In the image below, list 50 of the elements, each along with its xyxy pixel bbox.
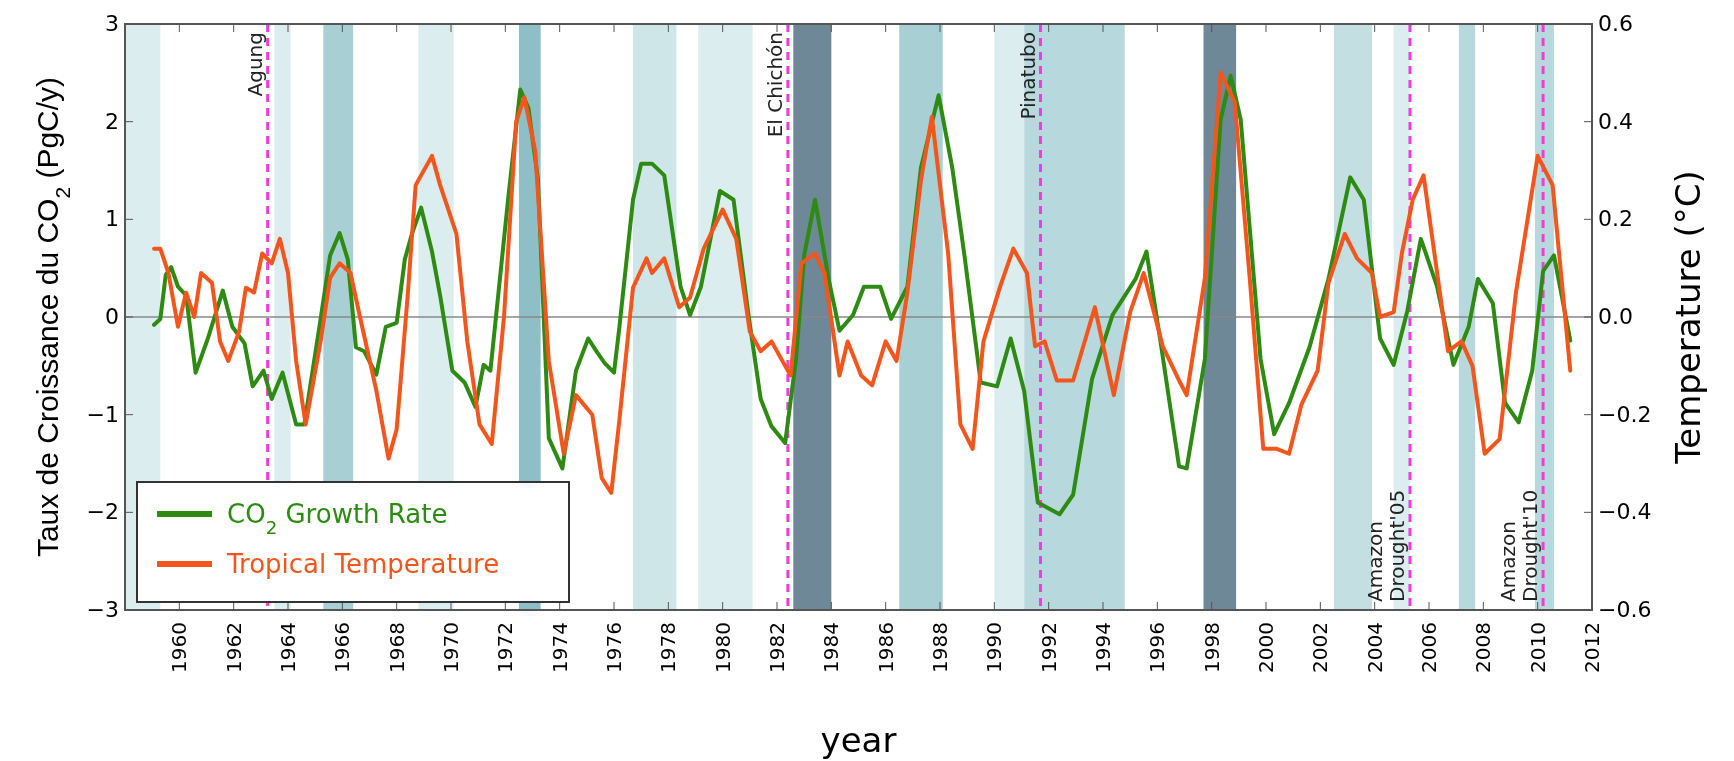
x-tick-label: 1986 [873, 622, 898, 673]
y2-tick-label: −0.6 [1598, 597, 1652, 622]
x-tick-label: 2004 [1362, 622, 1387, 673]
y2-tick-label: −0.2 [1598, 401, 1652, 427]
x-tick-label: 2006 [1417, 622, 1441, 673]
y2-axis-title: Temperature (°C) [1668, 170, 1708, 465]
x-axis-title: year [820, 720, 897, 760]
x-tick-label: 1966 [330, 622, 355, 673]
text: Tropical Temperature [226, 549, 500, 579]
text: CO$_{2}$ Growth Rate [227, 499, 448, 538]
ref-line-label: Amazon Drought'10 [1496, 489, 1543, 602]
x-tick-label: 2012 [1580, 622, 1604, 673]
y2-tick-label: −0.4 [1598, 499, 1652, 525]
y-tick-label: 1 [105, 206, 119, 232]
x-tick-label: 1984 [819, 622, 844, 673]
x-tick-label: 1962 [221, 622, 246, 673]
y2-tick-label: 0.4 [1598, 108, 1633, 134]
ref-line-label: Amazon Drought'05 [1362, 489, 1409, 602]
x-tick-label: 1998 [1199, 622, 1224, 673]
x-tick-label: 2000 [1254, 622, 1278, 673]
ref-line-label: Agung [242, 32, 267, 97]
x-tick-label: 1964 [276, 622, 300, 673]
ref-line-label: El Chichón [762, 32, 787, 138]
x-tick-label: 1970 [439, 622, 463, 673]
x-tick-label: 1996 [1145, 622, 1170, 673]
x-tick-label: 2010 [1525, 622, 1550, 673]
x-tick-label: 2008 [1471, 622, 1496, 673]
x-tick-label: 1976 [602, 622, 626, 673]
x-tick-label: 1974 [547, 622, 572, 673]
x-tick-label: 1972 [493, 622, 518, 673]
y2-tick-label: 0.6 [1598, 11, 1633, 36]
x-tick-label: 1960 [167, 622, 192, 673]
x-tick-label: 1992 [1036, 622, 1061, 673]
x-tick-label: 1988 [928, 622, 952, 673]
x-tick-label: 1978 [656, 622, 681, 673]
x-tick-label: 1968 [384, 622, 409, 673]
y2-tick-label: 0.2 [1598, 206, 1633, 232]
y-tick-label: −3 [86, 597, 119, 622]
x-tick-label: 1990 [982, 622, 1007, 673]
y-tick-label: 3 [105, 11, 119, 36]
y-tick-label: −1 [86, 401, 119, 427]
x-tick-label: 1994 [1091, 622, 1115, 673]
x-tick-label: 1982 [765, 622, 789, 673]
ref-line-label: Pinatubo [1015, 32, 1040, 120]
x-tick-label: 2002 [1308, 622, 1333, 673]
y-tick-label: 0 [105, 304, 119, 329]
x-tick-label: 1980 [710, 622, 735, 673]
y-tick-label: 2 [105, 108, 119, 134]
y2-tick-label: 0.0 [1598, 304, 1633, 329]
y-tick-label: −2 [86, 499, 119, 525]
